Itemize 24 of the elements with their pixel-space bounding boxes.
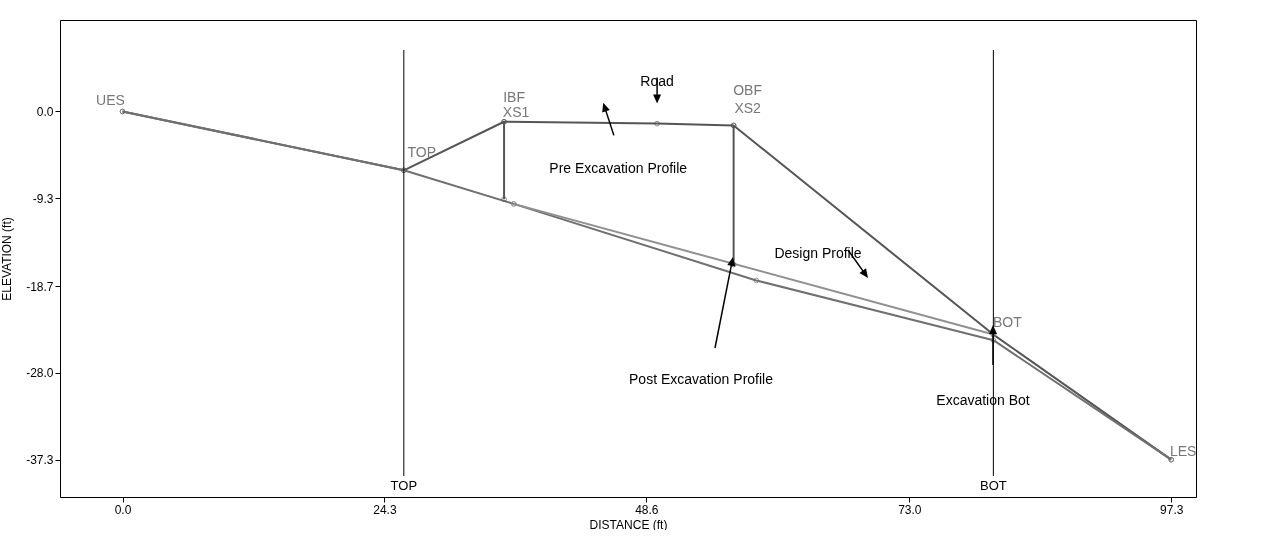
ref-line-label: TOP [390,478,418,493]
annotation: UES [96,92,125,109]
y-tick-label: -18.7 [26,279,54,294]
annotation: IBF [503,88,525,105]
annotation: Post Excavation Profile [629,371,774,387]
y-axis-title: ELEVATION (ft) [0,217,15,301]
y-tick-label: -28.0 [26,366,54,381]
x-tick-label: 73.0 [898,502,922,517]
annotation: OBF [733,82,763,99]
annotation: Pre Excavation Profile [549,159,688,176]
annotation: XS2 [734,100,762,117]
y-tick-label: 0.0 [36,104,54,119]
x-tick-label: 48.6 [635,502,659,517]
ref-line-label: BOT [980,478,1007,493]
annotation: BOT [992,313,1023,330]
y-tick-label: -9.3 [32,191,54,206]
x-tick-label: 97.3 [1160,502,1184,517]
annotation: Road [640,72,674,89]
x-tick-label: 24.3 [373,502,397,517]
annotation: XS1 [502,103,530,120]
y-tick-label: -37.3 [26,453,54,468]
annotation: LES [1169,442,1197,459]
x-tick-label: 0.0 [114,502,132,517]
annotation: TOP [407,144,437,161]
